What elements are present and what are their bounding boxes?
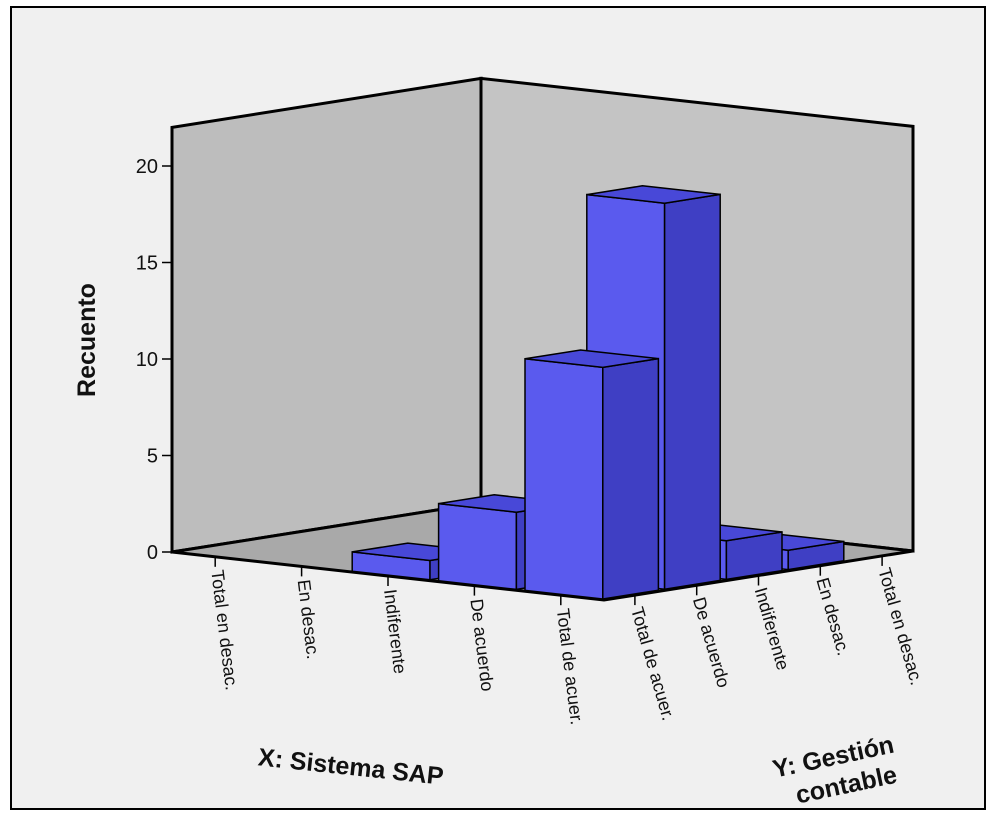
bar-front-face [437, 502, 518, 591]
y-tick-label: 15 [136, 253, 158, 275]
bar-top-face [586, 185, 721, 204]
y-cat-tick-label: De acuerdo [689, 595, 734, 690]
x-tick-label: Total de acuer. [553, 607, 587, 726]
x-tick-label: Indiferente [380, 588, 410, 675]
bar-side-face [663, 193, 721, 591]
left-wall [170, 76, 483, 554]
y-tick-label: 10 [136, 349, 158, 371]
x-axis-title: X: Sistema SAP [257, 743, 445, 790]
x-tick-label: Total en desac. [207, 569, 242, 692]
y-cat-tick-label: Total en desac. [874, 565, 927, 687]
x-tick-label: De acuerdo [466, 598, 497, 693]
y-tick-label: 20 [136, 156, 158, 178]
chart-bars [351, 185, 845, 600]
y-cat-tick-label: Total de acuer. [627, 605, 679, 723]
bar-side-face [602, 357, 660, 600]
bar-top-face [524, 349, 659, 369]
bar [524, 349, 660, 600]
y-axis-title: Recuento [73, 283, 101, 397]
bar-front-face [524, 357, 604, 600]
y-cat-tick-label: En desac. [812, 575, 853, 657]
y-axis-ticks: 0 5 10 15 20 [136, 156, 172, 564]
x-tick-label: En desac. [294, 578, 324, 660]
y-cat-tick-label: Indiferente [751, 585, 794, 672]
y-tick-label: 5 [147, 446, 158, 468]
y-tick-label: 0 [147, 542, 158, 564]
